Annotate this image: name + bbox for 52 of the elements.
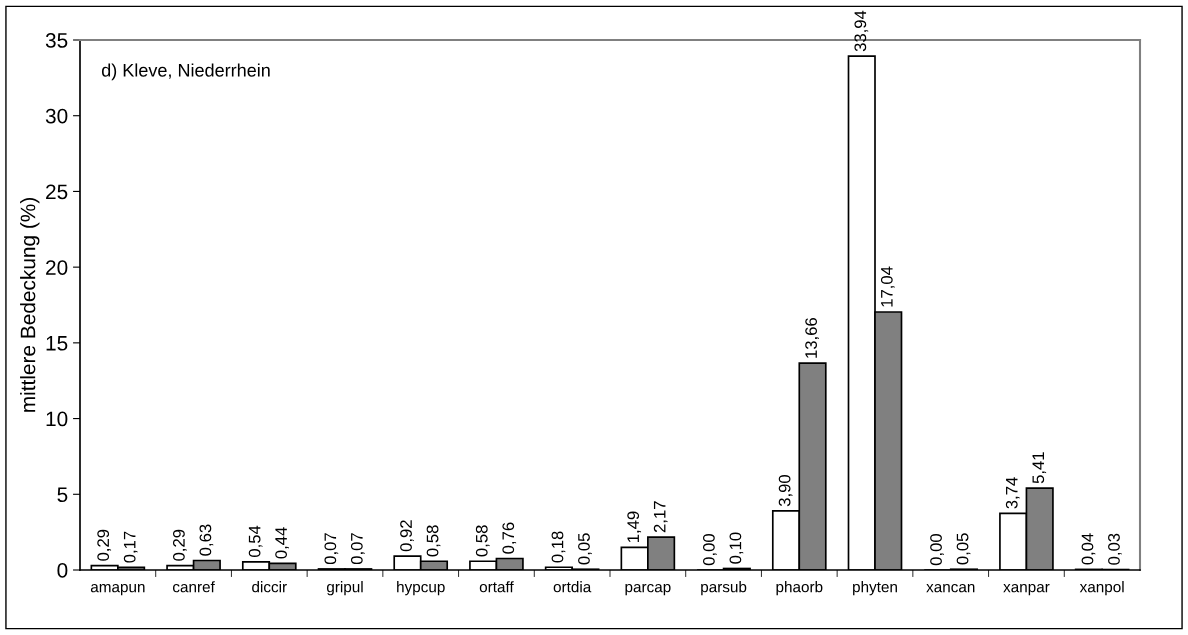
data-label: 17,04: [880, 266, 895, 307]
y-tick-label: 30: [45, 108, 68, 124]
y-tick-label: 35: [45, 33, 68, 48]
x-tick-label: diccir: [252, 581, 287, 593]
x-tick-label: ortaff: [479, 581, 514, 593]
data-label: 0,63: [199, 524, 214, 556]
y-tick-label: 0: [57, 563, 68, 578]
data-label: 0,00: [702, 534, 717, 566]
data-label: 0,05: [956, 533, 971, 565]
data-label: 3,74: [1005, 477, 1020, 509]
x-tick-label: phyten: [853, 581, 897, 596]
x-tick-label: hypcup: [397, 581, 445, 596]
data-label: 0,54: [248, 525, 263, 558]
data-label: 2,17: [653, 501, 668, 533]
x-tick-label: canref: [172, 581, 215, 593]
data-label: 13,66: [805, 318, 819, 358]
data-label: 0,18: [551, 531, 566, 563]
x-tick-label: gripul: [326, 581, 363, 596]
data-label: 0,58: [475, 525, 490, 557]
y-tick-label: 10: [46, 411, 68, 427]
data-label: 0,29: [97, 529, 112, 561]
x-tick-label: parcap: [625, 583, 671, 596]
data-label: 0,00: [930, 534, 944, 566]
x-tick-label: xancan: [926, 583, 975, 593]
y-axis-title: mittlere Bedeckung (%): [20, 198, 40, 412]
data-label: 0,10: [729, 532, 744, 564]
data-label: 0,58: [426, 525, 441, 557]
data-label: 0,29: [172, 529, 187, 561]
annotation: d) Kleve, Niederrhein: [101, 63, 270, 81]
data-label: 33,94: [854, 10, 869, 52]
x-tick-label: phaorb: [776, 581, 823, 596]
x-tick-label: parsub: [701, 581, 747, 596]
data-label: 0,07: [350, 533, 365, 565]
data-label: 0,44: [275, 527, 289, 559]
x-tick-label: xanpol: [1079, 581, 1124, 596]
data-label: 0,04: [1081, 533, 1096, 565]
x-tick-label: xanpar: [1003, 583, 1050, 596]
y-tick-label: 20: [46, 260, 68, 275]
data-label: 0,92: [400, 520, 414, 552]
x-tick-label: ortdia: [553, 581, 592, 593]
data-label: 0,07: [324, 533, 339, 565]
data-label: 0,17: [123, 531, 138, 563]
y-tick-label: 5: [57, 487, 68, 503]
data-label: 0,76: [502, 522, 517, 554]
x-tick-label: amapun: [90, 583, 145, 596]
data-label: 0,05: [578, 533, 592, 565]
y-tick-label: 25: [46, 184, 68, 200]
data-label: 3,90: [778, 474, 793, 507]
data-label: 0,03: [1108, 533, 1122, 565]
data-label: 5,41: [1032, 452, 1047, 484]
data-label: 1,49: [627, 511, 642, 542]
y-tick-label: 15: [46, 336, 68, 351]
